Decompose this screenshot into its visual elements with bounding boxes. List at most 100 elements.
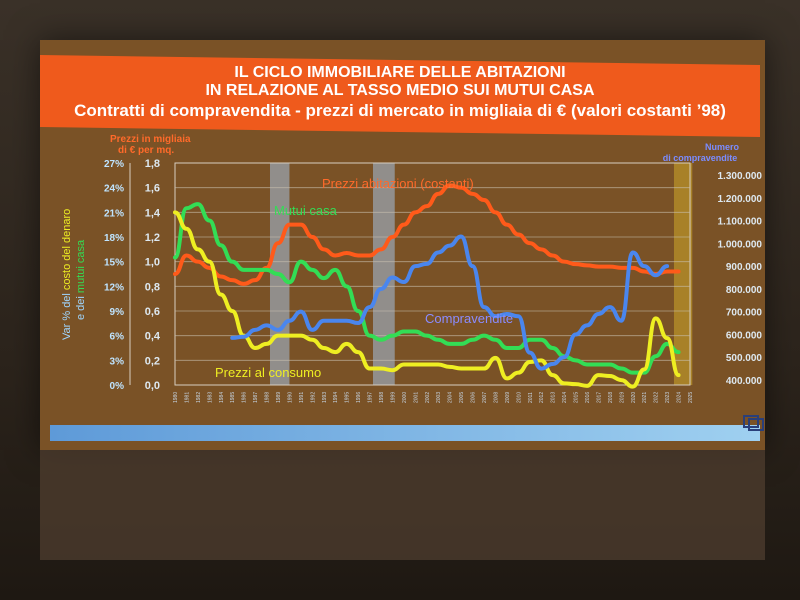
right-tick-label: 1.300.000 xyxy=(718,171,763,182)
right-tick-label: 900.000 xyxy=(726,262,763,273)
year-tick-label: 2013 xyxy=(551,392,557,403)
year-tick-label: 1986 xyxy=(242,392,248,403)
pct-axis-label-1: Var % del costo del denaro xyxy=(61,209,73,340)
year-tick-label: 2000 xyxy=(402,392,408,403)
pct-tick-label: 15% xyxy=(104,258,124,269)
year-tick-label: 2003 xyxy=(436,392,442,403)
right-axis-label-1: Numero xyxy=(705,142,740,152)
pct-label-edei: e dei xyxy=(75,293,87,320)
year-tick-label: 1992 xyxy=(310,392,316,403)
year-tick-label: 2021 xyxy=(642,392,648,403)
price-axis-label-2: di € per mq. xyxy=(118,145,174,156)
price-tick-label: 0,4 xyxy=(145,331,161,343)
year-tick-label: 1991 xyxy=(299,392,305,403)
title-line-1: IL CICLO IMMOBILIARE DELLE ABITAZIONI xyxy=(234,64,566,81)
pct-tick-label: 18% xyxy=(104,233,124,244)
pct-axis-label-2: e dei mutui casa xyxy=(75,239,87,320)
year-tick-label: 2002 xyxy=(425,392,431,403)
pct-label-denaro: costo del denaro xyxy=(61,209,73,290)
pct-tick-label: 3% xyxy=(110,356,125,367)
year-tick-label: 2007 xyxy=(482,392,488,403)
year-tick-label: 1990 xyxy=(287,392,293,403)
year-tick-label: 1982 xyxy=(196,392,202,403)
year-tick-label: 1999 xyxy=(390,392,396,403)
series-label-prezzi-abitazioni: Prezzi abitazioni (costanti) xyxy=(322,176,474,191)
series-line-prezzi-al-consumo xyxy=(173,210,681,389)
series-line-mutui-casa xyxy=(173,202,681,375)
shaded-period xyxy=(673,163,693,385)
price-tick-label: 0,0 xyxy=(145,380,160,392)
year-tick-label: 2012 xyxy=(539,392,545,403)
series-line-prezzi-abitazioni-costanti- xyxy=(173,183,681,286)
year-tick-label: 2019 xyxy=(619,392,625,403)
year-tick-label: 2025 xyxy=(688,392,694,403)
right-tick-label: 1.000.000 xyxy=(718,239,763,250)
year-tick-label: 2016 xyxy=(585,392,591,403)
price-tick-label: 1,8 xyxy=(145,158,160,170)
year-tick-label: 2011 xyxy=(528,392,534,403)
logo-icon xyxy=(743,415,764,431)
right-tick-label: 400.000 xyxy=(726,376,763,387)
right-tick-label: 1.200.000 xyxy=(718,194,763,205)
year-tick-label: 1987 xyxy=(253,392,259,403)
year-tick-label: 2001 xyxy=(413,392,419,403)
year-tick-label: 2005 xyxy=(459,392,465,403)
footer-bar xyxy=(50,425,760,441)
year-tick-label: 2008 xyxy=(493,392,499,403)
year-tick-label: 1981 xyxy=(184,392,190,403)
series-line-compravendite xyxy=(230,234,670,371)
year-tick-label: 1985 xyxy=(230,392,236,403)
pct-tick-label: 12% xyxy=(104,282,124,293)
year-tick-label: 2014 xyxy=(562,392,568,403)
price-tick-label: 0,8 xyxy=(145,281,160,293)
price-axis-label-1: Prezzi in migliaia xyxy=(110,134,191,145)
right-axis-label-2: di compravendite xyxy=(663,153,738,163)
year-tick-label: 1984 xyxy=(219,392,225,403)
price-tick-label: 1,4 xyxy=(145,207,161,219)
pct-tick-label: 24% xyxy=(104,184,124,195)
year-tick-label: 1996 xyxy=(356,392,362,403)
year-tick-label: 2017 xyxy=(596,392,602,403)
title-line-2: IN RELAZIONE AL TASSO MEDIO SUI MUTUI CA… xyxy=(205,82,595,99)
shaded-period xyxy=(372,163,395,385)
pct-label-mutui: mutui casa xyxy=(75,239,87,293)
year-tick-label: 2018 xyxy=(608,392,614,403)
price-tick-label: 1,2 xyxy=(145,232,160,244)
year-tick-label: 2006 xyxy=(471,392,477,403)
right-tick-label: 700.000 xyxy=(726,308,763,319)
pct-tick-label: 6% xyxy=(110,332,125,343)
year-tick-label: 2022 xyxy=(654,392,660,403)
year-tick-label: 1988 xyxy=(265,392,271,403)
right-tick-label: 800.000 xyxy=(726,285,763,296)
year-tick-label: 1993 xyxy=(322,392,328,403)
year-tick-label: 2020 xyxy=(631,392,637,403)
year-tick-label: 2024 xyxy=(677,392,683,403)
price-tick-label: 0,6 xyxy=(145,306,160,318)
price-tick-label: 1,6 xyxy=(145,183,160,195)
price-tick-label: 0,2 xyxy=(145,355,160,367)
series-label-consumo: Prezzi al consumo xyxy=(215,365,321,380)
year-tick-label: 1995 xyxy=(345,392,351,403)
year-tick-label: 2004 xyxy=(448,392,454,403)
series-label-mutui: Mutui casa xyxy=(274,203,338,218)
year-tick-label: 2010 xyxy=(516,392,522,403)
pct-tick-label: 9% xyxy=(110,307,125,318)
series-label-compravendite: Compravendite xyxy=(425,311,513,326)
pct-tick-label: 21% xyxy=(104,208,124,219)
year-tick-label: 2023 xyxy=(665,392,671,403)
year-tick-label: 1983 xyxy=(207,392,213,403)
price-tick-label: 1,0 xyxy=(145,257,160,269)
right-tick-label: 1.100.000 xyxy=(718,217,763,228)
pct-label-var: Var % del xyxy=(61,290,73,340)
pct-tick-label: 0% xyxy=(110,381,125,392)
right-tick-label: 500.000 xyxy=(726,353,763,364)
year-tick-label: 1998 xyxy=(379,392,385,403)
year-tick-label: 1980 xyxy=(173,392,179,403)
pct-tick-label: 27% xyxy=(104,159,124,170)
screen-lower-area xyxy=(40,450,765,560)
right-tick-label: 600.000 xyxy=(726,330,763,341)
subtitle: Contratti di compravendita - prezzi di m… xyxy=(74,101,726,120)
year-tick-label: 2015 xyxy=(574,392,580,403)
year-tick-label: 2009 xyxy=(505,392,511,403)
